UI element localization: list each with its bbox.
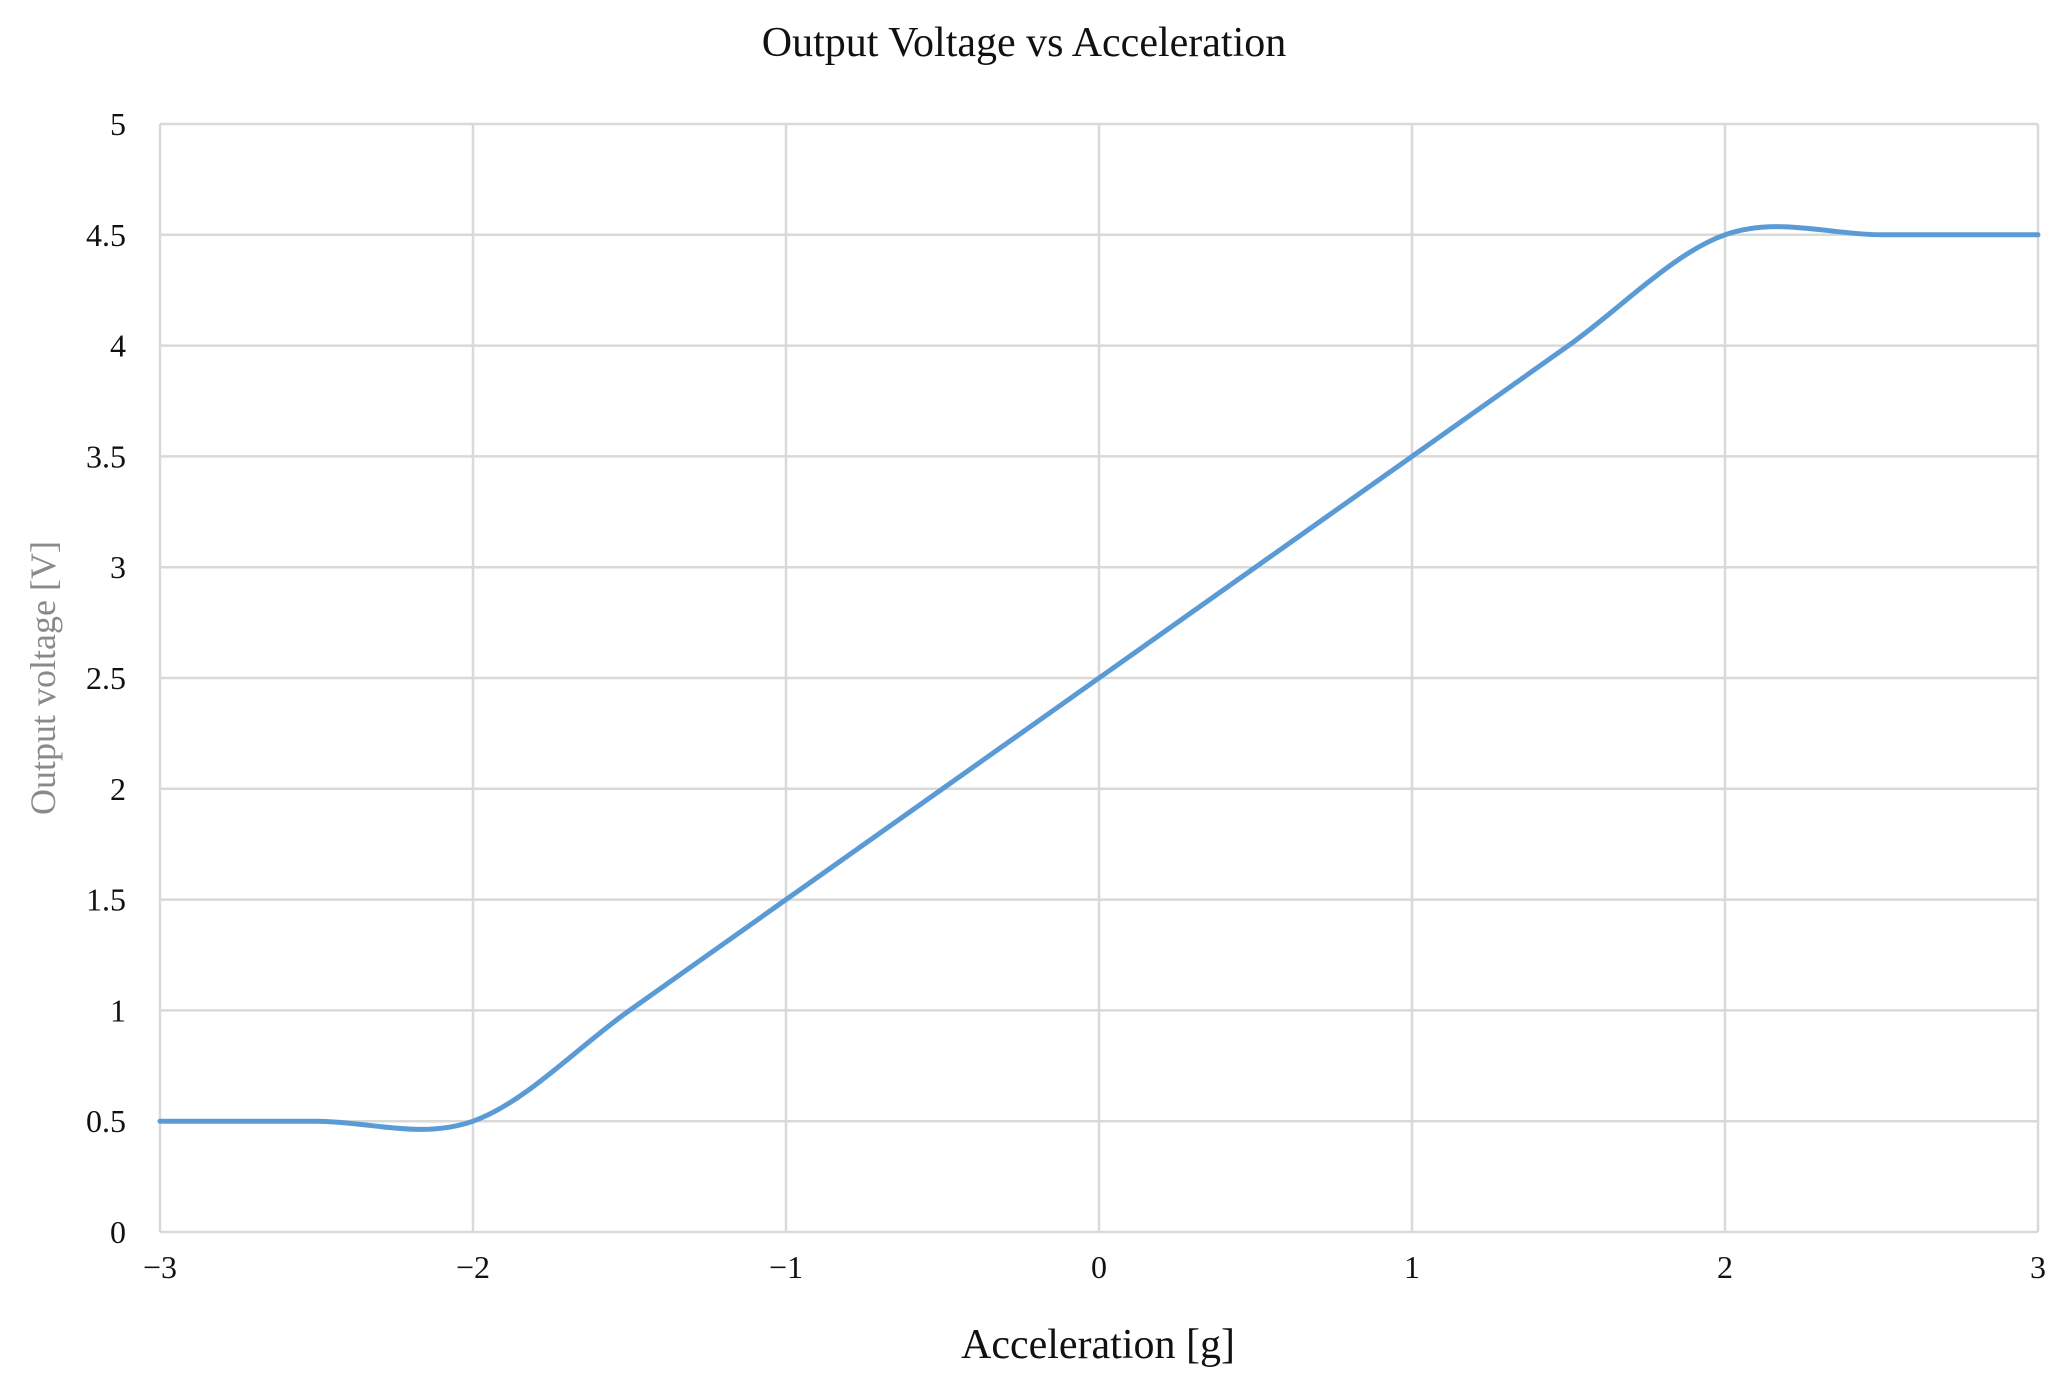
x-tick-label: 0 — [1091, 1249, 1107, 1285]
x-tick-label: 3 — [2030, 1249, 2046, 1285]
series-layer — [157, 224, 2041, 1132]
y-tick-label: 2.5 — [86, 660, 126, 696]
series-line — [157, 224, 2041, 1132]
y-tick-label: 1 — [110, 992, 126, 1028]
y-tick-label: 0.5 — [86, 1103, 126, 1139]
x-tick-label: 2 — [1717, 1249, 1733, 1285]
x-tick-label: −1 — [769, 1249, 803, 1285]
y-tick-label: 1.5 — [86, 882, 126, 918]
y-tick-label: 0 — [110, 1214, 126, 1250]
y-tick-label: 4.5 — [86, 217, 126, 253]
y-tick-label: 2 — [110, 771, 126, 807]
y-tick-label: 5 — [110, 106, 126, 142]
y-tick-label: 4 — [110, 328, 126, 364]
y-tick-label: 3 — [110, 549, 126, 585]
chart-title: Output Voltage vs Acceleration — [762, 20, 1287, 66]
x-tick-label: 1 — [1404, 1249, 1420, 1285]
x-tick-label: −3 — [143, 1249, 177, 1285]
y-tick-label: 3.5 — [86, 438, 126, 474]
y-axis-label: Output voltage [V] — [23, 541, 63, 815]
x-tick-label: −2 — [456, 1249, 490, 1285]
tick-labels: −3 −2 −1 0 1 2 3 0 0.5 1 1.5 2 2.5 3 3.5 4 4.5 5 — [86, 106, 2046, 1285]
x-axis-label: Acceleration [g] — [961, 1322, 1235, 1368]
